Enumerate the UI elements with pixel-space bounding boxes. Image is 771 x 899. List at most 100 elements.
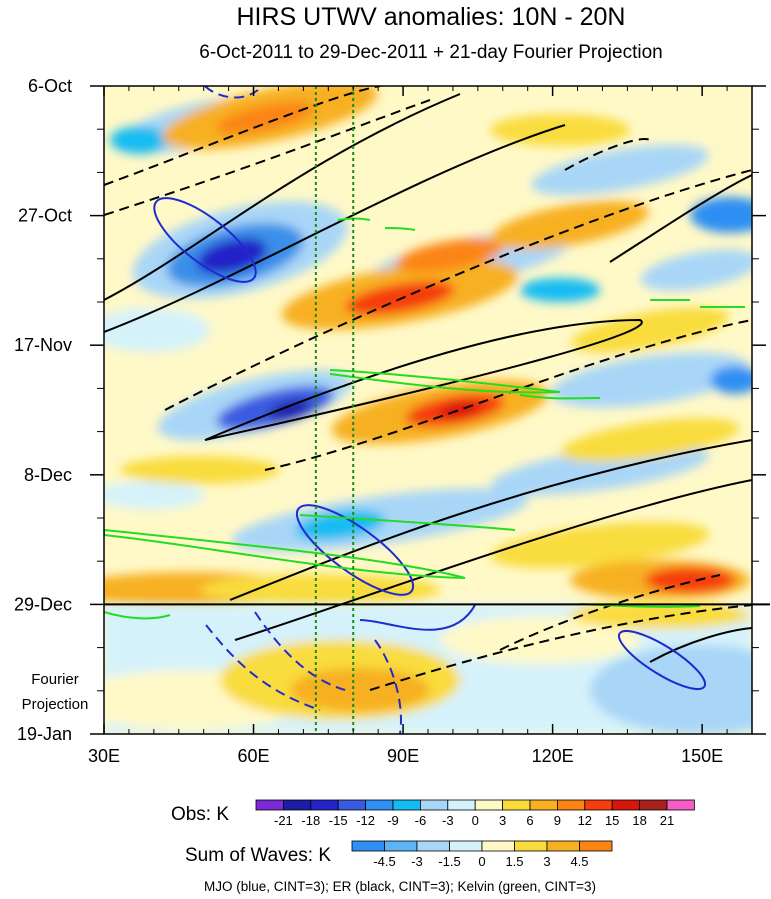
- mjo-contour-positive: [153, 197, 257, 283]
- waves-colorbar: -4.5 -3 -1.5 0 1.5 3 4.5: [351, 840, 613, 869]
- colorbar-label: 6: [526, 813, 533, 828]
- axes: 30E 60E 90E 120E 150E 6-Oct 27-Oct 17-Nov 8-Dec 2…: [14, 76, 770, 766]
- colorbar-label: -3: [442, 813, 454, 828]
- colorbar-label: 0: [478, 854, 485, 869]
- colorbar-swatch: [310, 799, 339, 811]
- kelvin-contour: [329, 369, 561, 394]
- kelvin-contour: [299, 514, 516, 531]
- mjo-contour-negative: [254, 611, 346, 691]
- colorbar-swatch: [351, 840, 385, 852]
- er-contour-positive: [204, 318, 643, 441]
- obs-cell: [531, 144, 709, 196]
- colorbar-label: 15: [605, 813, 619, 828]
- colorbar-label: -3: [411, 854, 423, 869]
- colorbar-swatch: [416, 840, 450, 852]
- kelvin-contour: [337, 217, 371, 221]
- obs-cell: [571, 307, 729, 353]
- x-tick-label: 120E: [532, 746, 574, 766]
- obs-cell: [560, 418, 740, 462]
- colorbar-swatch: [481, 840, 515, 852]
- obs-cell: [490, 114, 630, 146]
- obs-cell: [295, 509, 385, 541]
- obs-cell: [690, 197, 752, 233]
- colorbar-label: -18: [301, 813, 320, 828]
- y-tick-label: 6-Oct: [28, 76, 72, 96]
- obs-cell: [645, 567, 735, 593]
- plot-area: [104, 86, 752, 734]
- er-contour-negative: [264, 319, 752, 471]
- obs-colorbar: -21 -18 -15 -12 -9 -6 -3 0 3 6 9 12 15 18 21: [255, 799, 695, 828]
- colorbar-label: -4.5: [373, 854, 395, 869]
- obs-cell: [710, 366, 752, 394]
- x-tick-label: 60E: [238, 746, 270, 766]
- colorbar-swatch: [579, 840, 613, 852]
- colorbar-swatch: [666, 799, 695, 811]
- er-contour-positive: [104, 93, 461, 301]
- kelvin-contour: [104, 611, 171, 620]
- colorbar-swatch: [392, 799, 421, 811]
- er-contour-positive: [104, 124, 566, 333]
- projection-cell: [590, 645, 752, 734]
- colorbar-label: 3: [543, 854, 550, 869]
- colorbar-label: 12: [578, 813, 592, 828]
- waves-colorbar-title: Sum of Waves: K: [185, 845, 331, 866]
- colorbar-swatch: [419, 799, 449, 811]
- colorbar-label: 9: [554, 813, 561, 828]
- er-contour-negative: [369, 604, 752, 691]
- kelvin-contours: [104, 217, 745, 620]
- projection-label-line2: Projection: [22, 696, 89, 713]
- colorbar-label: 4.5: [570, 854, 588, 869]
- er-contour-negative: [564, 138, 651, 171]
- colorbar-label: -6: [415, 813, 427, 828]
- obs-cell: [491, 200, 649, 250]
- colorbar-label: 18: [632, 813, 646, 828]
- chart-title: HIRS UTWV anomalies: 10N - 20N: [236, 3, 625, 31]
- obs-cell: [550, 352, 750, 408]
- projection-label-line1: Fourier: [31, 671, 79, 688]
- colorbar-label: 0: [472, 813, 479, 828]
- projection-field: [104, 601, 752, 734]
- obs-colorbar-title: Obs: K: [171, 804, 229, 825]
- er-contour-negative: [104, 86, 381, 186]
- colorbar-swatch: [611, 799, 641, 811]
- colorbar-label: -21: [274, 813, 293, 828]
- x-tick-label: 30E: [88, 746, 120, 766]
- colorbar-swatch: [337, 799, 367, 811]
- obs-cell: [104, 481, 205, 509]
- colorbar-swatch: [449, 840, 483, 852]
- er-contour-positive: [649, 627, 752, 663]
- y-tick-label: 19-Jan: [17, 724, 72, 744]
- colorbar-swatch: [584, 799, 613, 811]
- colorbar-swatch: [384, 840, 418, 852]
- x-tick-label: 150E: [681, 746, 723, 766]
- x-tick-label: 90E: [387, 746, 419, 766]
- y-tick-label: 29-Dec: [14, 594, 72, 614]
- colorbar-swatch: [529, 799, 558, 811]
- colorbar-swatch: [474, 799, 504, 811]
- colorbar-swatch: [282, 799, 312, 811]
- contour-legend: MJO (blue, CINT=3); ER (black, CINT=3); …: [204, 879, 596, 894]
- colorbar-swatch: [365, 799, 394, 811]
- colorbar-swatch: [557, 799, 586, 811]
- obs-cell: [520, 278, 600, 302]
- colorbar-label: -15: [329, 813, 348, 828]
- mjo-contour-positive: [617, 629, 707, 691]
- y-tick-label: 17-Nov: [14, 335, 72, 355]
- reference-meridians: [314, 86, 355, 734]
- colorbar-swatch: [514, 840, 548, 852]
- colorbar-swatch: [255, 799, 284, 811]
- obs-cell: [200, 574, 440, 606]
- projection-cell: [290, 668, 430, 712]
- obs-cell: [490, 522, 710, 568]
- obs-cell: [268, 400, 312, 420]
- projection-cell: [570, 601, 750, 629]
- mjo-contour-positive: [359, 604, 476, 631]
- obs-anomaly-field: [104, 86, 752, 608]
- projection-cell: [440, 616, 640, 664]
- obs-cell: [120, 456, 280, 484]
- kelvin-contour: [384, 227, 416, 231]
- er-contour-negative: [499, 574, 721, 651]
- kelvin-contour: [519, 394, 601, 400]
- er-contour-positive: [609, 174, 752, 263]
